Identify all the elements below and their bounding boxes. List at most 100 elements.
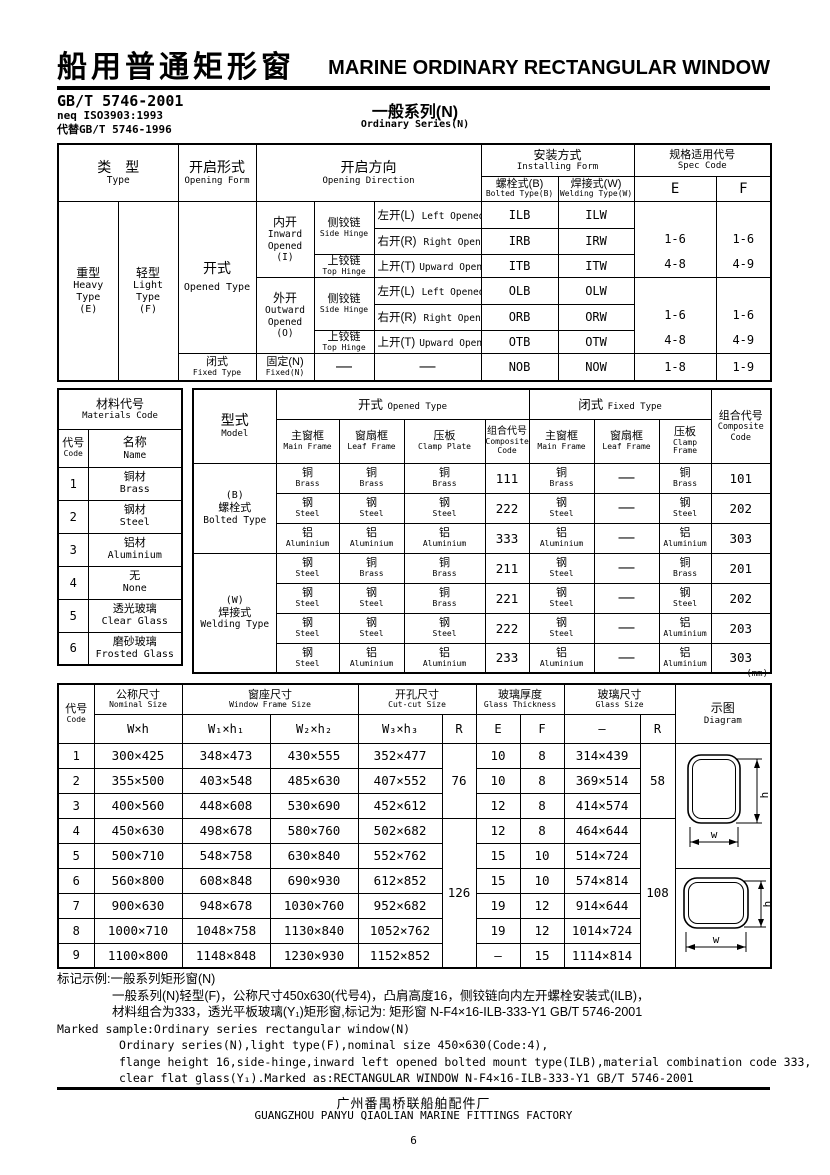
mat-en: Brass [432,478,457,488]
diagram-header-cell: 示图 Diagram [674,683,772,744]
mat-zh: 钢 [366,617,377,630]
r-cut-group-cell: 126 [441,817,477,969]
inward-en1: Inward [267,229,303,241]
opened-group-zh: 开式 [357,398,383,413]
material-code-cell: 1 [57,466,89,501]
mat-zh: 钢 [439,617,450,630]
r-glass-header-cell: R [639,713,676,744]
light-type-en2: Type [135,291,161,303]
e-cell: 19 [475,917,521,944]
e-cell: 12 [475,817,521,844]
mat-en: Aluminium [422,538,467,548]
mat-en: Steel [432,628,457,638]
bolted-code-cell: ILB [480,200,559,229]
fixed-clamp-cell: 铝 Aluminium [658,612,712,644]
table-row: 闭式 Fixed Type 固定(N) Fixed(N) — — NOB NOW… [58,352,772,382]
frame-size-header-cell: 窗座尺寸 Window Frame Size [181,683,359,715]
cut-cell: 952×682 [357,892,443,919]
h-label: h [761,900,772,907]
side-hinge-zh: 侧铰链 [327,216,361,229]
code-cell: 4 [57,817,95,844]
spec-e-cell: 1-8 [633,352,717,382]
code-cell: 6 [57,867,95,894]
frame1-cell: 1048×758 [181,917,271,944]
note-line: 材料组合为333，透光平板玻璃(Y₁)矩形窗,标记为: 矩形窗 N-F4×16-… [112,1005,643,1019]
spec-e-top: 4-8 [664,333,686,347]
opened-group-header-cell: 开式 Opened Type [275,388,530,420]
frame2-cell: 580×760 [269,817,359,844]
code-header-cell: 代号 Code [57,683,95,744]
top-hinge-cell: 上铰链 Top Hinge [313,253,375,278]
bolted-code-cell: NOB [480,352,559,382]
glass-dim-header-cell: – [563,713,641,744]
fixed-form-cell: 闭式 Fixed Type [177,352,257,382]
table-row: 类 型 Type 开启形式 Opening Form 开启方向 Opening … [57,143,772,202]
mat-en: Steel [295,598,320,608]
cut-cell: 407×552 [357,767,443,794]
leaf-frame-cell: 铜 Brass [338,462,405,494]
frame1-cell: 1148×848 [181,942,271,969]
clamp-plate-header-cell: 压板 Clamp Plate [403,418,486,464]
spec-f-side: 1-6 [732,232,755,246]
opening-direction-header-cell: 开启方向 Opening Direction [255,143,482,202]
mat-en: Steel [295,508,320,518]
glass-cell: 574×814 [563,867,641,894]
f-cell: 10 [519,842,565,869]
hinge-dash-cell: — [313,352,375,382]
fixed-leaf-dash-cell: — [593,522,660,554]
mat-en: Aluminium [539,658,584,668]
material-name-cell: 铜材 Brass [87,466,183,501]
top-hinge-en: Top Hinge [322,266,366,276]
fixed-composite-code-cell: 202 [710,582,772,614]
r-glass-group-cell: 58 [639,742,676,819]
mat-en: Aluminium [285,538,330,548]
fixed-main-cell: 铜 Brass [528,462,595,494]
marked-sample-notes: 标记示例:一般系列矩形窗(N) 一般系列(N)轻型(F)，公称尺寸450x630… [57,971,811,1087]
outward-en1: Outward [264,305,306,317]
fixed-composite-code-cell: 101 [710,462,772,494]
direction-cell: 左开(L) Left Opened [373,276,482,305]
material-en: Frosted Glass [95,648,174,660]
clamp-plate-cell: 钢 Steel [403,612,486,644]
direction-cell: 右开(R) Right Opened [373,303,482,331]
mat-en: Brass [549,478,574,488]
dimension-row: 4 450×630 498×678 580×760 502×682 126 12… [57,817,771,969]
materials-code-table: 材料代号 Materials Code 代号 Code 名称 Name 1 铜材… [57,388,184,666]
spec-f-group-cell: 1-6 4-9 [715,276,772,354]
fixed-main-cell: 钢 Steel [528,612,595,644]
dimension-row: 8 1000×710 1048×758 1130×840 1052×762 19… [57,917,771,944]
code-en: Code [66,714,86,724]
clamp-plate-cell: 铝 Aluminium [403,642,486,674]
side-hinge-en: Side Hinge [319,228,369,238]
type-header-cell: 类 型 Type [57,143,179,202]
code-zh: 代号 [65,703,88,716]
nominal-en: Nominal Size [109,700,167,710]
glass-size-header-cell: 玻璃尺寸 Glass Size [563,683,676,715]
spec-e-side: 1-6 [664,232,686,246]
fixed-form-en: Fixed Type [192,367,242,377]
frame1-cell: 948×678 [181,892,271,919]
table-row: 右开(R) Right Opened IRB IRW [58,227,771,255]
mat-zh: 钢 [302,647,313,660]
opening-form-en: Opening Form [184,175,250,186]
cut-cell: 1052×762 [357,917,443,944]
mat-zh: 铝 [679,647,691,660]
material-code-cell: 6 [57,631,89,666]
glass-cell: 414×574 [563,792,641,819]
inward-zh: 内开 [272,214,297,229]
mat-zh: 钢 [302,497,313,510]
dir-up-en: Upward Opened [419,261,480,273]
table-row: 代号 Code 公称尺寸 Nominal Size 窗座尺寸 Window Fr… [57,683,772,744]
mat-zh: 铝 [556,647,568,660]
dir-up-zh: 上开(T) [377,260,416,273]
mat-zh: 钢 [556,557,568,570]
f-cell: 10 [519,867,565,894]
composite-code-cell: 111 [484,462,530,494]
opened-type-zh: 开式 [203,259,231,276]
model-en: Model [221,429,249,440]
mat-en: Brass [672,568,698,578]
materials-code-en: Code [63,448,83,458]
mat-zh: 钢 [556,587,568,600]
f-cell: 8 [519,792,565,819]
r-cut-group-cell: 76 [441,742,477,819]
